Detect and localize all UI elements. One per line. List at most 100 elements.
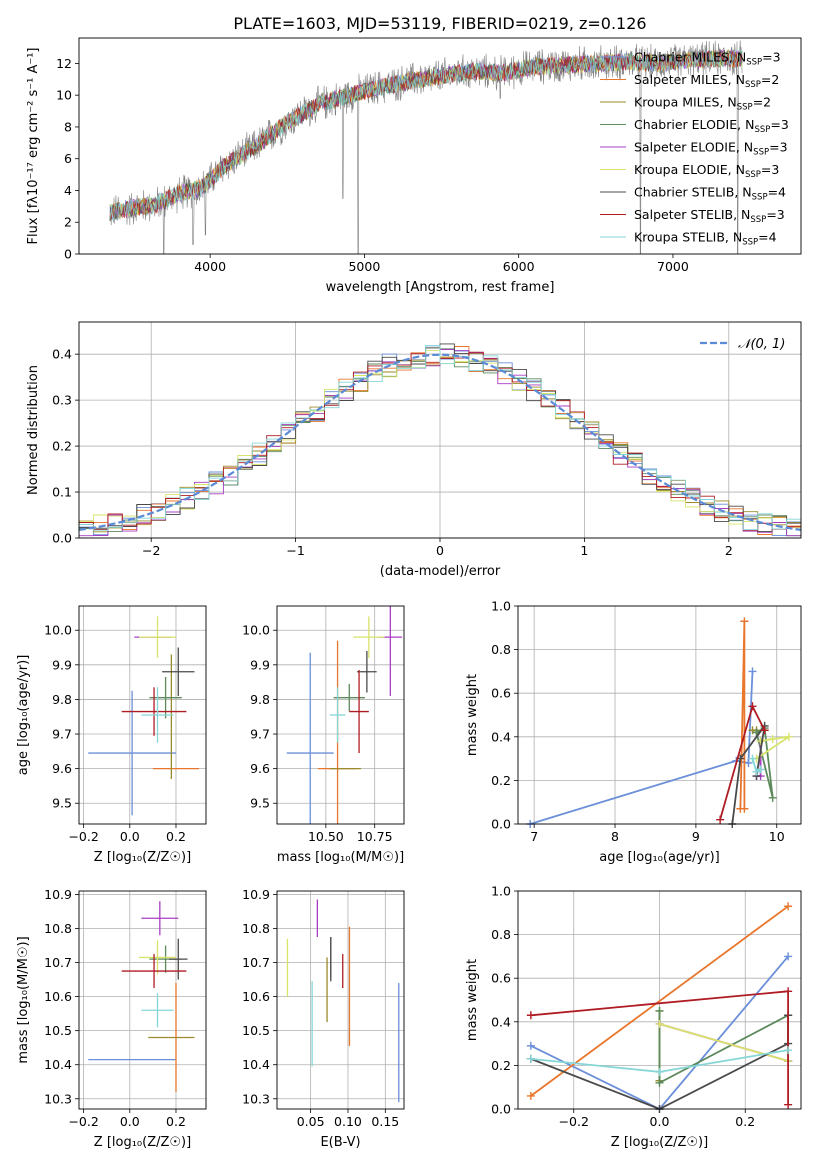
y-tick-label: 0.4 xyxy=(52,347,72,362)
y-tick-label: 2 xyxy=(64,215,72,230)
x-tick-label: 0.10 xyxy=(334,1114,362,1129)
plot-frame xyxy=(276,890,405,1110)
residuals-chart: −2 −1 0 1 2 0.0 0.1 0.2 0.3 0.4 (data-model)/error… xyxy=(26,321,802,579)
y-tick-label: 10 xyxy=(56,88,72,103)
x-axis-label: age [log₁₀(age/yr)] xyxy=(599,850,720,865)
y-tick-label: 1.0 xyxy=(491,884,511,899)
y-tick-label: 0.4 xyxy=(491,1014,511,1029)
legend-label-9: Kroupa STELIB, NSSP=4 xyxy=(634,230,777,248)
x-axis-label: mass [log₁₀(M/M☉)] xyxy=(277,850,404,865)
mass-weight-line-1 xyxy=(529,671,754,825)
mass-weight-marker-6 xyxy=(784,732,793,741)
y-tick-label: 9.6 xyxy=(52,761,72,776)
legend-label-5: Salpeter ELODIE, NSSP=3 xyxy=(634,140,788,158)
y-tick-label: 10.3 xyxy=(44,1091,72,1106)
y-tick-label: 1.0 xyxy=(491,599,511,614)
x-tick-label: 4000 xyxy=(194,259,226,274)
mass-weight-marker-6 xyxy=(756,737,765,746)
y-tick-label: 10.8 xyxy=(44,921,72,936)
y-tick-label: 10.0 xyxy=(242,623,270,638)
mass-weight-marker-4 xyxy=(655,1078,664,1087)
mass-weight-line-6 xyxy=(659,1023,789,1062)
mass-weight-marker-8 xyxy=(784,1100,793,1109)
mass-weight-marker-4 xyxy=(655,1006,664,1015)
y-tick-label: 9.8 xyxy=(52,692,72,707)
y-tick-label: 0.1 xyxy=(52,485,72,500)
y-tick-label: 0.3 xyxy=(52,393,72,408)
mass-weight-marker-6 xyxy=(768,734,777,743)
legend-label-1: Chabrier MILES, NSSP=3 xyxy=(634,50,781,68)
massweight-vs-age-chart: 7 8 9 10 0.0 0.2 0.4 0.6 0.8 1.0 age [log₁₀(age/yr… xyxy=(465,599,802,865)
residual-histogram-9 xyxy=(79,345,801,536)
y-tick-label: 10.7 xyxy=(242,955,270,970)
mass-weight-marker-1 xyxy=(526,1041,535,1050)
legend-label-3: Kroupa MILES, NSSP=2 xyxy=(634,95,771,113)
y-tick-label: 9.5 xyxy=(250,796,270,811)
y-axis-label: Normed distribution xyxy=(26,365,41,495)
spectrum-chart: 4000 5000 6000 7000 0 2 4 6 8 10 12 wavelength [Ang… xyxy=(26,37,802,295)
x-axis-label: E(B-V) xyxy=(320,1135,360,1150)
mass-weight-marker-9 xyxy=(784,1046,793,1055)
y-tick-label: 10.6 xyxy=(242,989,270,1004)
mass-weight-marker-9 xyxy=(756,765,765,774)
mass-weight-marker-6 xyxy=(655,1019,664,1028)
legend-label-7: Chabrier STELIB, NSSP=4 xyxy=(634,185,786,203)
mass-weight-marker-8 xyxy=(760,726,769,735)
y-tick-label: 0.0 xyxy=(52,531,72,546)
mass-weight-marker-8 xyxy=(716,815,725,824)
mass-weight-marker-2 xyxy=(526,1091,535,1100)
mass-weight-marker-1 xyxy=(784,952,793,961)
y-tick-label: 9.6 xyxy=(250,761,270,776)
y-tick-label: 10.5 xyxy=(44,1023,72,1038)
mass-weight-marker-1 xyxy=(748,667,757,676)
y-tick-label: 0.0 xyxy=(491,817,511,832)
x-tick-label: 10 xyxy=(769,829,785,844)
y-tick-label: 9.7 xyxy=(52,727,72,742)
x-tick-label: 10.75 xyxy=(357,829,393,844)
age-vs-mass-chart: 10.50 10.75 9.5 9.6 9.7 9.8 9.9 10.0 mass [log₁₀… xyxy=(242,605,405,865)
legend-label-8: Salpeter STELIB, NSSP=3 xyxy=(634,207,785,225)
legend-label-2: Salpeter MILES, NSSP=2 xyxy=(634,72,779,90)
mass-weight-marker-9 xyxy=(655,1067,664,1076)
mass-weight-marker-8 xyxy=(526,1011,535,1020)
plot-frame xyxy=(517,605,802,825)
plot-frame xyxy=(78,605,207,825)
mass-weight-line-6 xyxy=(755,735,790,760)
y-tick-label: 10.9 xyxy=(242,887,270,902)
mass-vs-metallicity-chart: −0.2 0.0 0.2 10.3 10.4 10.5 10.6 10.7 10.8 10.9 Z … xyxy=(16,887,207,1150)
mass-weight-marker-4 xyxy=(768,793,777,802)
x-tick-label: 0.2 xyxy=(166,1114,186,1129)
normal-distribution-curve xyxy=(78,353,802,531)
plot-frame xyxy=(276,605,405,825)
mass-weight-line-2 xyxy=(530,905,789,1097)
y-axis-label: mass weight xyxy=(465,674,480,756)
x-tick-label: 0.0 xyxy=(650,1114,670,1129)
y-tick-label: 12 xyxy=(56,56,72,71)
massweight-vs-metallicity-chart: −0.2 0.0 0.2 0.0 0.2 0.4 0.6 0.8 1.0 Z [log₁₀(Z/Z… xyxy=(465,884,802,1150)
observed-spectrum-line xyxy=(109,40,743,254)
x-tick-label: 0.2 xyxy=(166,829,186,844)
y-tick-label: 10.6 xyxy=(44,989,72,1004)
y-axis-label: mass weight xyxy=(465,959,480,1041)
x-tick-label: 5000 xyxy=(348,259,380,274)
plot-frame xyxy=(78,37,802,255)
mass-weight-marker-1 xyxy=(744,758,753,767)
y-tick-label: 8 xyxy=(64,119,72,134)
x-tick-label: −2 xyxy=(142,543,160,558)
y-tick-label: 4 xyxy=(64,183,72,198)
x-tick-label: −0.2 xyxy=(68,829,98,844)
legend-label-6: Kroupa ELODIE, NSSP=3 xyxy=(634,162,779,180)
x-tick-label: 9 xyxy=(692,829,700,844)
y-tick-label: 0.2 xyxy=(491,773,511,788)
y-axis-label: Flux [fλ10⁻¹⁷ erg cm⁻² s⁻¹ A⁻¹] xyxy=(26,48,41,245)
model-spectrum-line-8 xyxy=(109,50,743,219)
model-spectrum-line-9 xyxy=(109,50,743,221)
x-tick-label: −1 xyxy=(286,543,304,558)
y-tick-label: 10.9 xyxy=(44,887,72,902)
x-tick-label: 6000 xyxy=(503,259,535,274)
plot-frame xyxy=(517,890,802,1110)
y-tick-label: 10.3 xyxy=(242,1091,270,1106)
y-tick-label: 0 xyxy=(64,247,72,262)
y-tick-label: 0.2 xyxy=(491,1058,511,1073)
